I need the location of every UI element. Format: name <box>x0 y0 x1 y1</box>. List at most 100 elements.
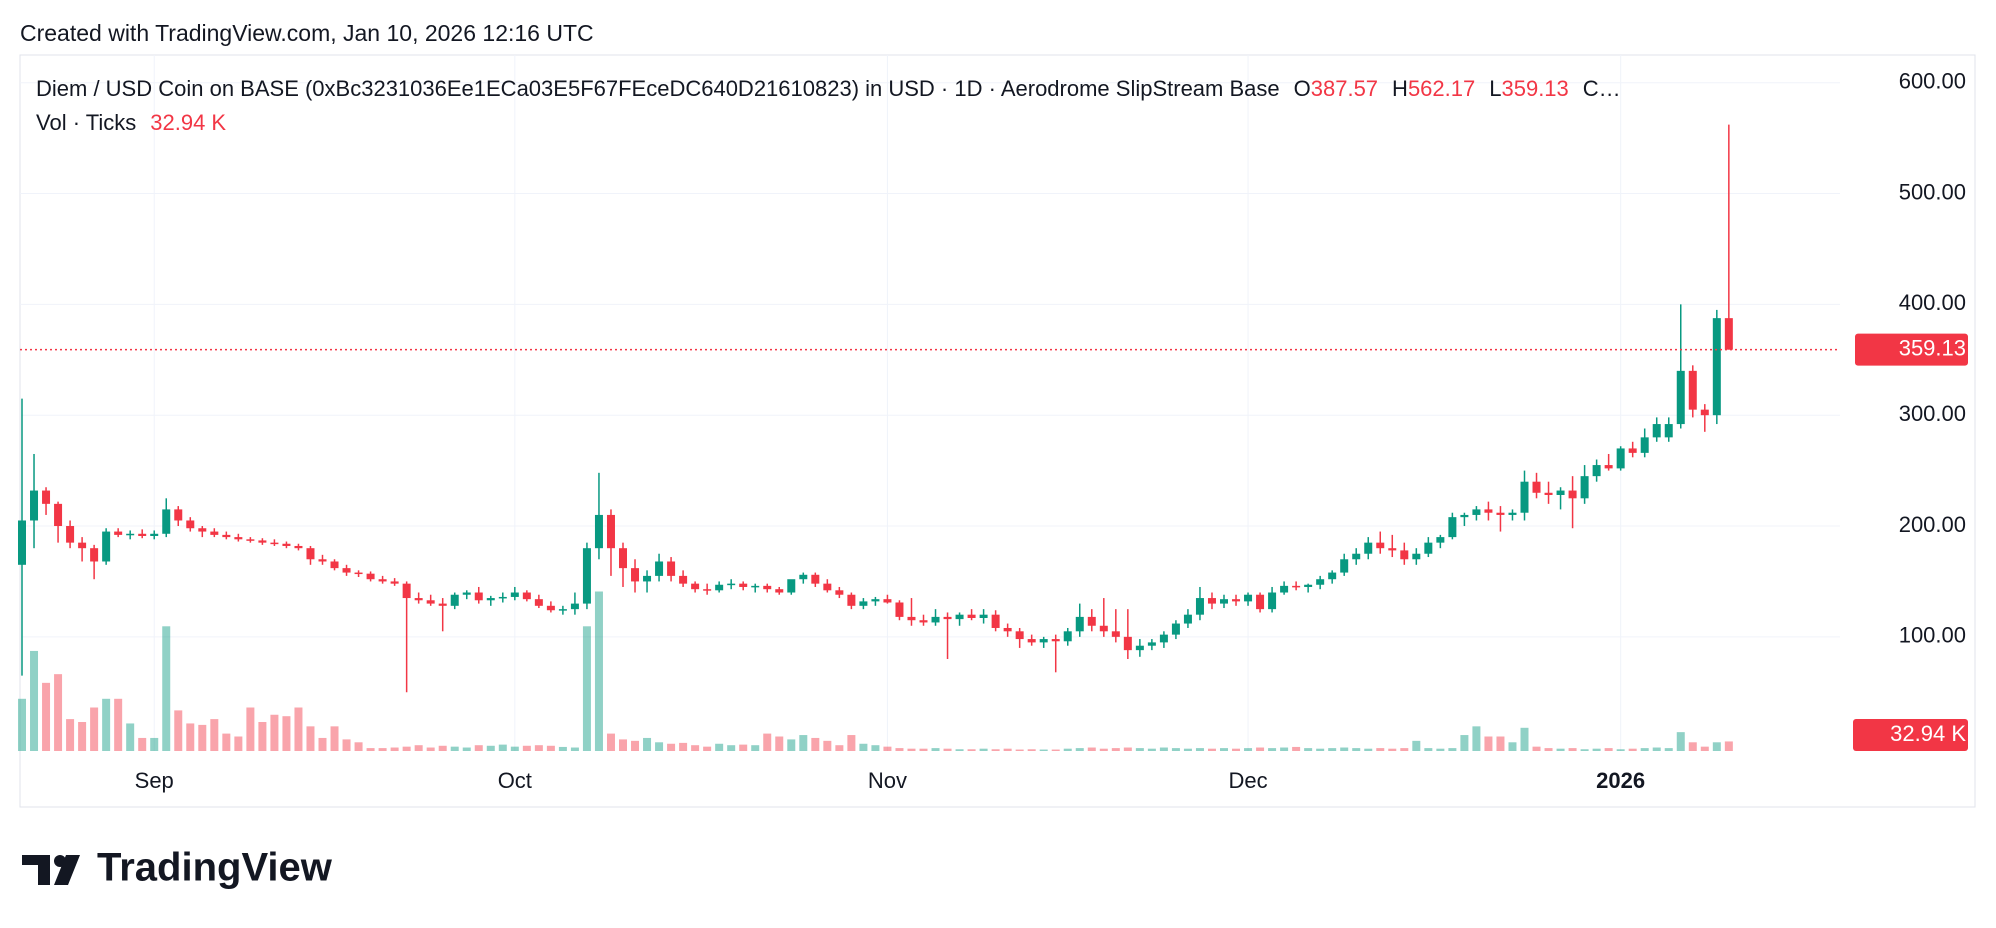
candle-body <box>643 575 652 582</box>
candle-body <box>198 528 207 532</box>
volume-bar <box>390 747 399 751</box>
candle-body <box>1051 639 1060 642</box>
volume-badge-label: 32.94 K <box>1890 721 1966 746</box>
candle-body <box>1400 550 1409 560</box>
candle-body <box>1652 424 1661 438</box>
volume-bar <box>1051 749 1060 751</box>
volume-bar <box>546 745 555 751</box>
volume-bar <box>1195 748 1204 751</box>
volume-bar <box>414 745 423 751</box>
volume-bar <box>306 726 315 751</box>
candle-body <box>1063 631 1072 642</box>
volume-bar <box>66 719 75 751</box>
volume-bar <box>174 710 183 751</box>
volume-bar <box>162 626 171 751</box>
volume-bar <box>775 736 784 751</box>
volume-bar <box>727 745 736 751</box>
candle-body <box>631 568 640 582</box>
candle-body <box>1207 598 1216 604</box>
candle-body <box>150 533 159 536</box>
candle-body <box>1099 625 1108 632</box>
candle-body <box>186 520 195 529</box>
volume-bar <box>1027 749 1036 751</box>
candle-body <box>570 603 579 610</box>
y-tick-label: 600.00 <box>1899 69 1966 94</box>
ohlc-value: 359.13 <box>1501 76 1568 101</box>
volume-bar <box>967 749 976 751</box>
candle-body <box>426 600 435 604</box>
volume-bar <box>1268 748 1277 751</box>
y-tick-label: 100.00 <box>1899 623 1966 648</box>
volume-bar <box>222 733 231 751</box>
candle-body <box>498 596 507 599</box>
candle-body <box>1244 594 1253 602</box>
volume-bar <box>138 737 147 751</box>
candle-body <box>1171 623 1180 635</box>
created-line: Created with TradingView.com, Jan 10, 20… <box>20 20 594 46</box>
candle-body <box>1135 645 1144 651</box>
candle-body <box>1147 642 1156 646</box>
candle-body <box>1111 631 1120 637</box>
ohlc-key: H <box>1392 76 1408 101</box>
candle-body <box>486 598 495 601</box>
volume-bar <box>1568 748 1577 751</box>
volume-bar <box>631 740 640 751</box>
volume-bar <box>679 742 688 751</box>
candle-body <box>787 579 796 593</box>
candle-body <box>1304 584 1313 587</box>
volume-bar <box>198 724 207 751</box>
candle-body <box>1424 542 1433 554</box>
candle-body <box>582 548 591 604</box>
x-tick-label: Oct <box>498 768 532 793</box>
candle-body <box>1015 631 1024 640</box>
volume-bar <box>570 747 579 751</box>
volume-bar <box>1652 747 1661 751</box>
volume-bar <box>1039 749 1048 751</box>
volume-bar <box>102 698 111 751</box>
candle-body <box>414 598 423 601</box>
volume-bar <box>582 626 591 751</box>
volume-bar <box>354 742 363 751</box>
ohlc-value: 387.57 <box>1311 76 1378 101</box>
volume-bar <box>606 733 615 751</box>
candle-body <box>342 568 351 573</box>
candle-body <box>1496 512 1505 515</box>
volume-legend: Vol · Ticks 32.94 K <box>36 110 226 135</box>
volume-bar <box>1688 742 1697 751</box>
volume-bar <box>859 743 868 751</box>
candle-body <box>1183 614 1192 624</box>
volume-bar <box>78 722 87 751</box>
x-tick-label: Sep <box>135 768 174 793</box>
candle-body <box>1556 490 1565 495</box>
volume-bar <box>667 743 676 751</box>
candle-body <box>835 590 844 595</box>
candle-body <box>462 592 471 595</box>
candle-body <box>18 520 26 565</box>
volume-bar <box>462 747 471 751</box>
volume-bar <box>1099 748 1108 751</box>
volume-bar <box>823 740 832 751</box>
volume-bar <box>931 748 940 751</box>
volume-bar <box>1087 747 1096 751</box>
candle-body <box>1688 370 1697 410</box>
candle-body <box>450 594 459 606</box>
volume-bar <box>186 723 195 751</box>
volume-bar <box>1135 748 1144 751</box>
volume-bar <box>1183 748 1192 751</box>
y-tick-label: 200.00 <box>1899 512 1966 537</box>
volume-bar <box>739 744 748 751</box>
candle-body <box>366 573 375 580</box>
volume-bar <box>594 591 603 751</box>
candle-body <box>823 583 832 591</box>
volume-bar <box>691 745 700 751</box>
volume-bar <box>1220 748 1228 751</box>
candle-body <box>751 585 760 588</box>
volume-bar <box>1532 746 1541 751</box>
candle-body <box>114 531 123 535</box>
volume-bar <box>1460 735 1469 751</box>
candle-body <box>1195 598 1204 615</box>
last-price-badge <box>1855 333 1968 366</box>
volume-bar <box>42 682 51 751</box>
candle-body <box>522 592 531 600</box>
candle-body <box>679 575 688 584</box>
